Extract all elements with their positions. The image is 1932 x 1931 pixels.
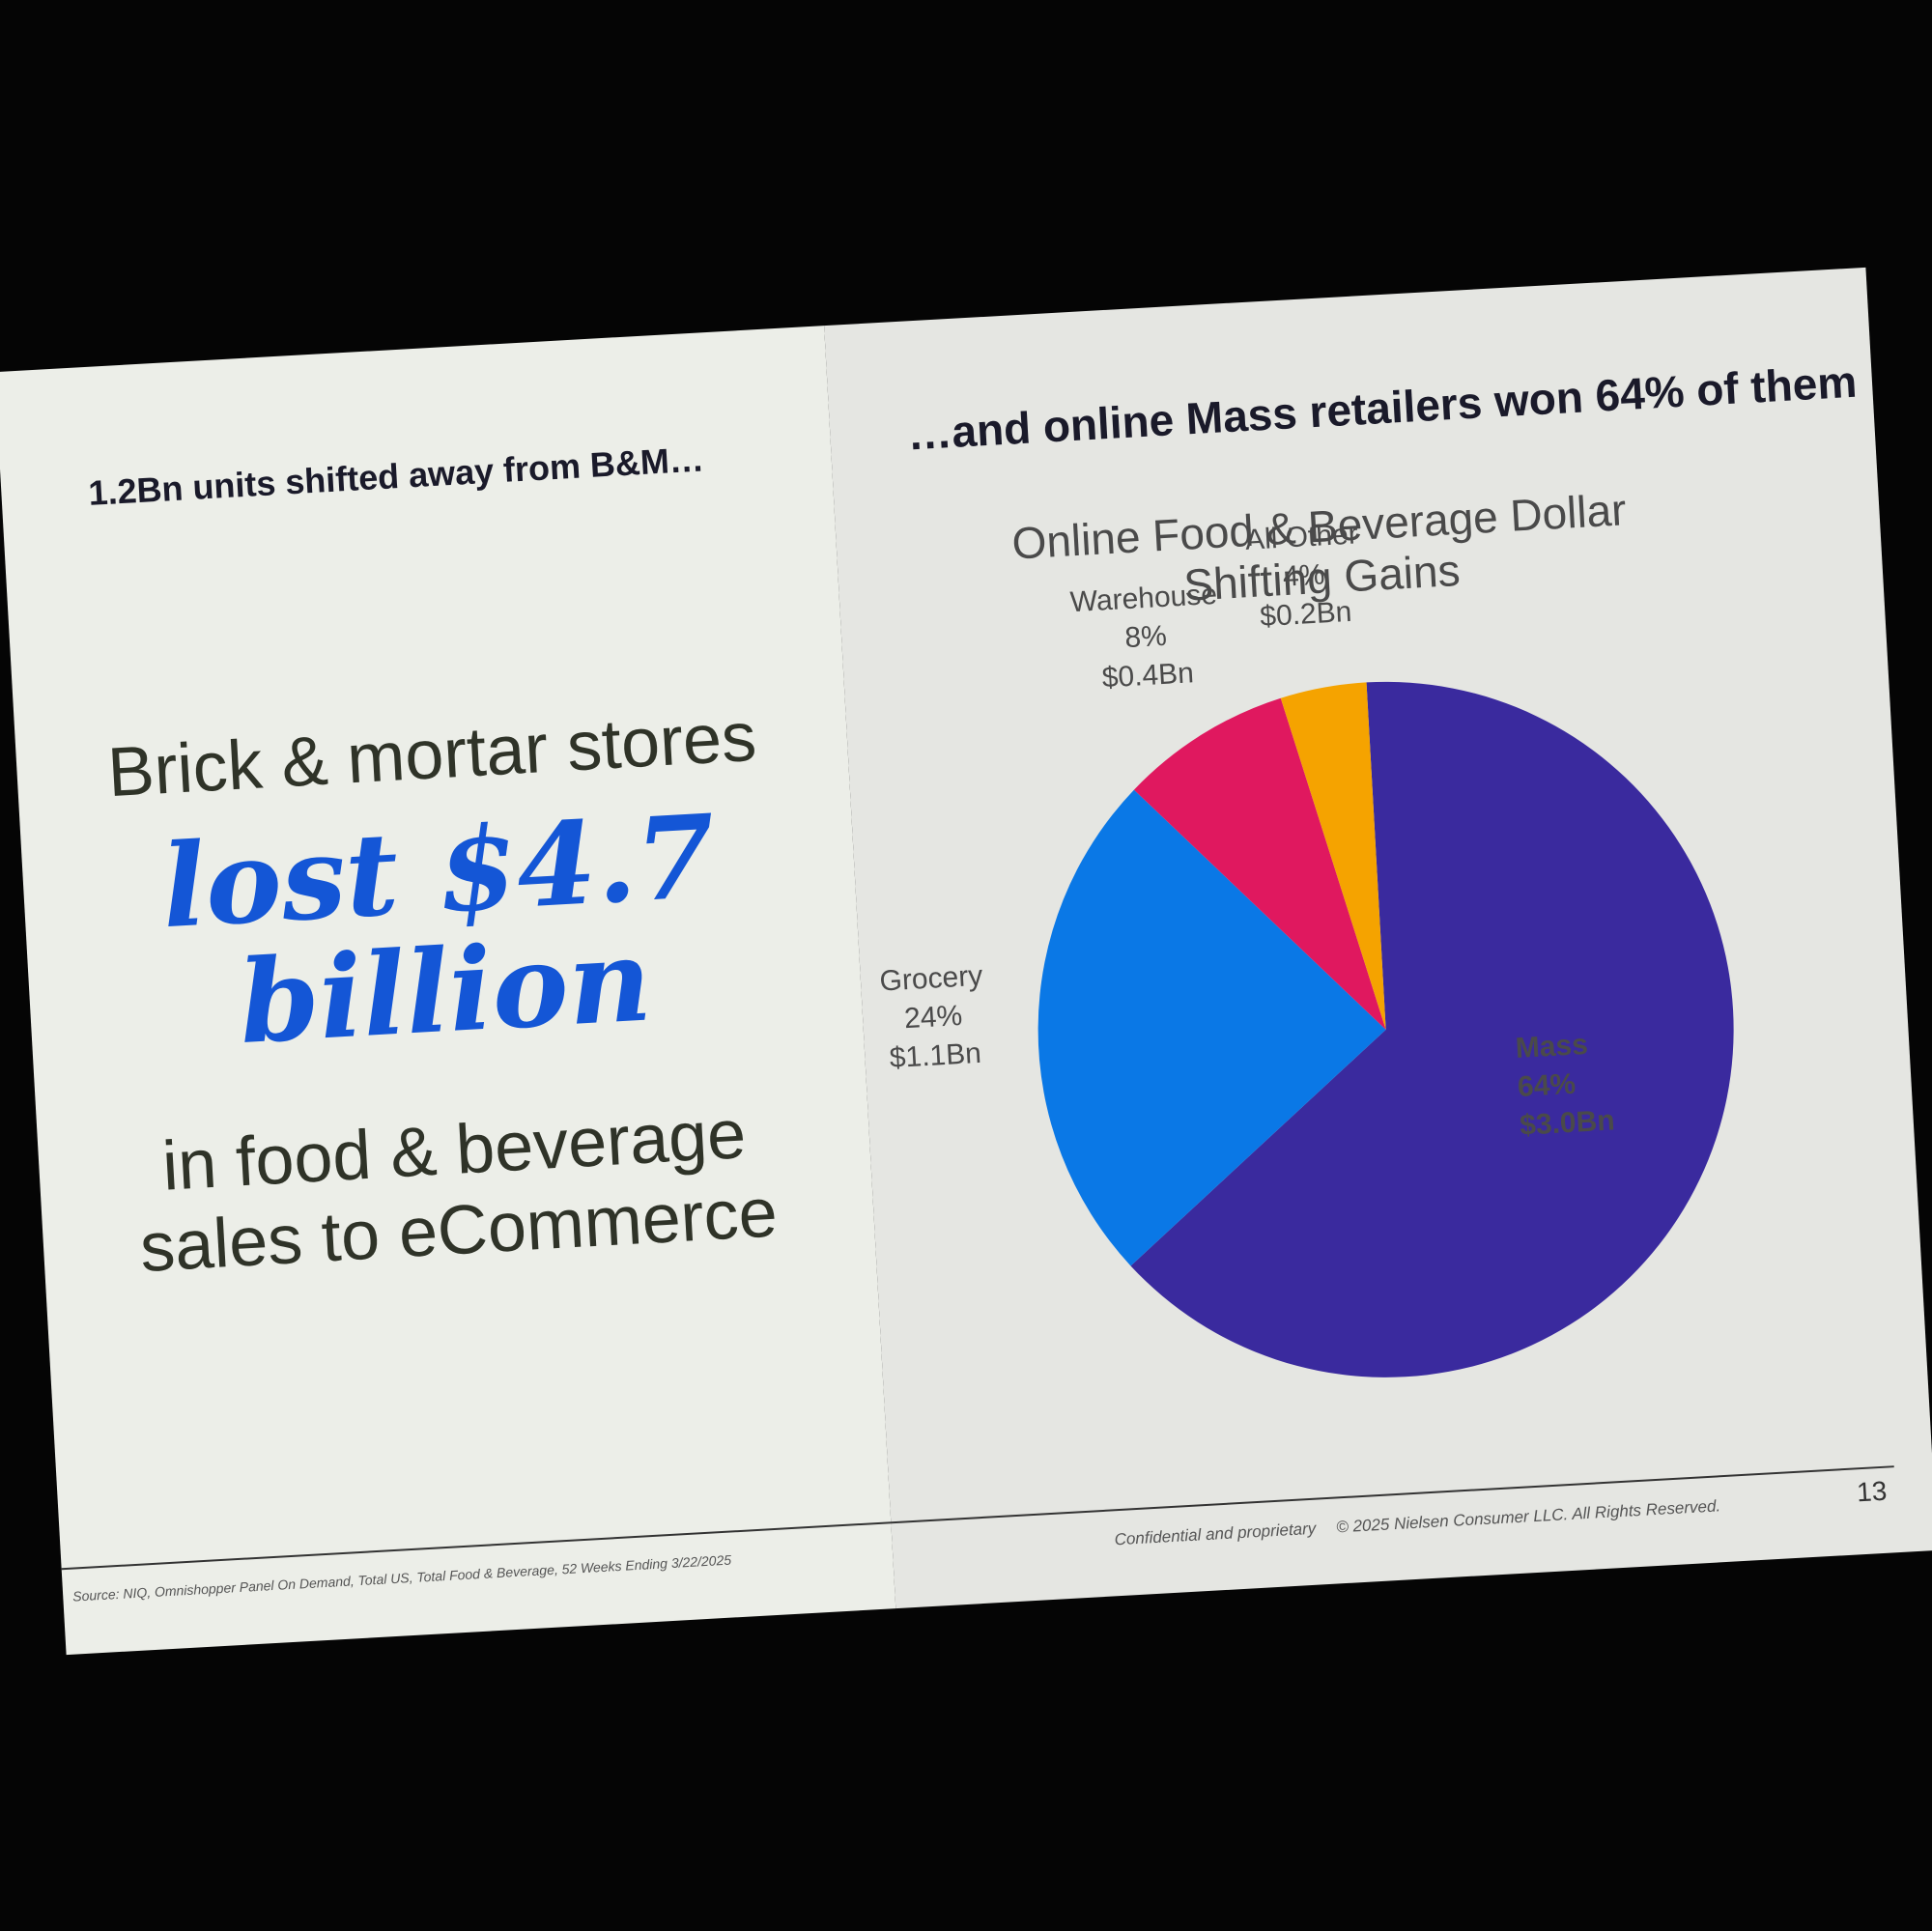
slice-percent: 64% — [1517, 1068, 1577, 1103]
slice-name: Warehouse — [1069, 579, 1218, 618]
slice-amount: $0.4Bn — [1101, 657, 1195, 694]
page-number: 13 — [1856, 1475, 1889, 1508]
slide: 1.2Bn units shifted away from B&M… Brick… — [0, 267, 1932, 1656]
slice-amount: $0.2Bn — [1259, 596, 1352, 633]
slice-percent: 8% — [1124, 620, 1168, 654]
slice-name: Mass — [1515, 1029, 1589, 1065]
slice-percent: 24% — [903, 1000, 963, 1035]
pie-slice — [1130, 681, 1734, 1377]
headline-figure: lost $4.7 billion — [158, 788, 719, 1069]
slice-name: Grocery — [879, 960, 983, 998]
slice-percent: 4% — [1282, 558, 1325, 592]
right-panel: …and online Mass retailers won 64% of th… — [824, 267, 1932, 1609]
headline: in food & beverage sales to eCommerce — [137, 1095, 780, 1287]
slice-amount: $1.1Bn — [889, 1037, 982, 1074]
pie-slice — [1037, 789, 1386, 1266]
left-heading: 1.2Bn units shifted away from B&M… — [87, 439, 705, 513]
pie-slice — [1133, 697, 1386, 1030]
slice-name: All Other — [1244, 518, 1358, 555]
slice-amount: $3.0Bn — [1519, 1104, 1615, 1141]
pie-slice — [1280, 682, 1386, 1030]
left-panel: 1.2Bn units shifted away from B&M… Brick… — [0, 326, 896, 1656]
